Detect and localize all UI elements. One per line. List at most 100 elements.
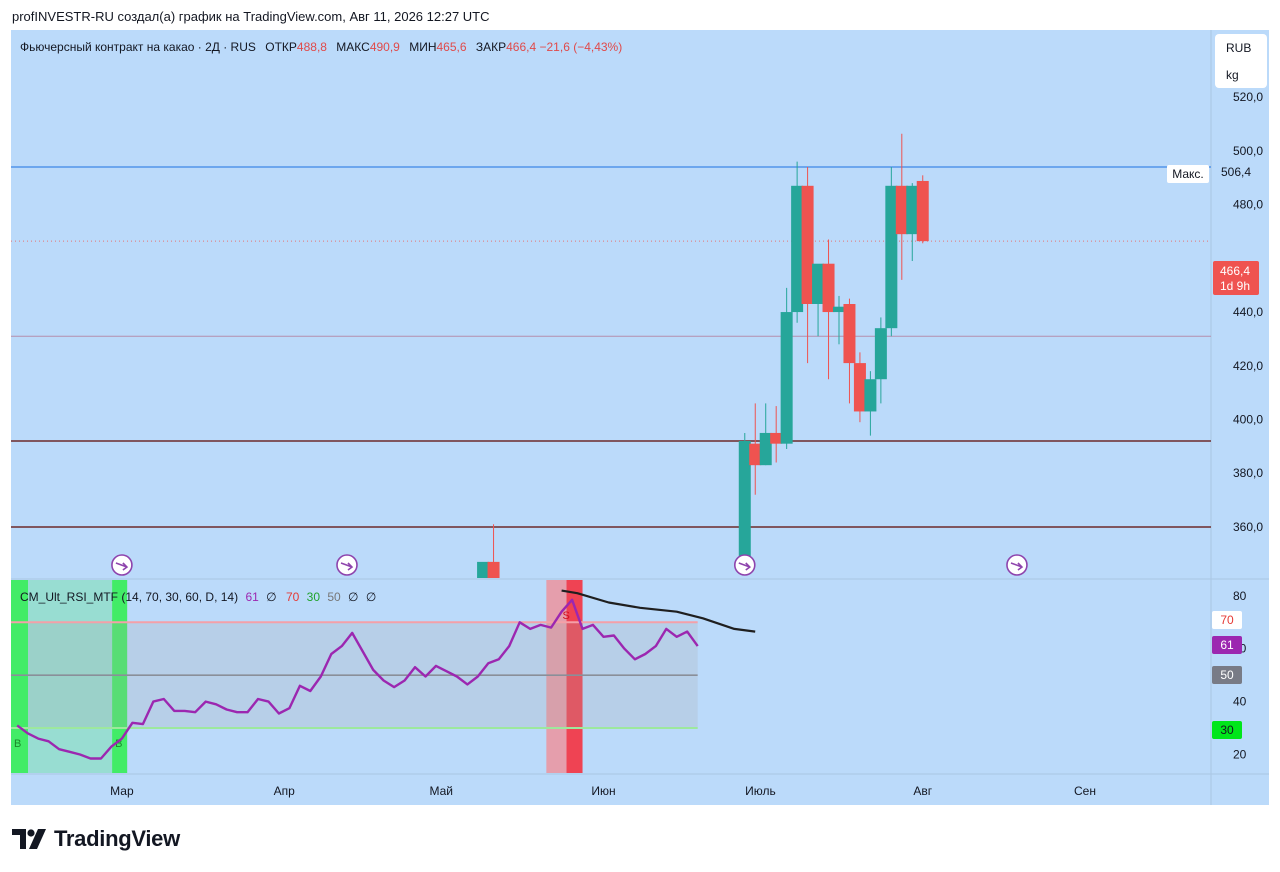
tradingview-logo-text: TradingView [54, 826, 180, 851]
candle [832, 295, 845, 345]
candle [885, 167, 898, 337]
high-label: МАКС [336, 40, 370, 54]
buy-bar [112, 580, 128, 773]
rsi-value-2: 70 [285, 590, 300, 604]
symbol-title[interactable]: Фьючерсный контракт на какао · 2Д · RUS [20, 40, 256, 54]
rsi-line [16, 598, 699, 760]
candle-body [770, 432, 783, 444]
candle-body [822, 263, 835, 313]
buy-signal-label: B [115, 738, 122, 750]
candle-body [832, 306, 845, 313]
rsi-tick-label: 80 [1233, 589, 1247, 603]
time-axis-label: Сен [1074, 784, 1096, 798]
bar-countdown: 1d 9h [1220, 279, 1251, 293]
sell-signal-label: S [563, 610, 570, 622]
close-value: 466,4 [506, 40, 537, 54]
rsi-mid-tag: 50 [1212, 666, 1242, 684]
rsi-value-3: 30 [306, 590, 320, 604]
candle-body [487, 561, 500, 578]
candle-body [916, 180, 929, 242]
candle [759, 403, 772, 466]
candle [874, 317, 887, 404]
candle-body [759, 432, 772, 466]
candle [916, 175, 929, 244]
candle [801, 167, 814, 364]
candle-body [843, 304, 856, 364]
last-price-tag: 466,4 1d 9h [1213, 261, 1259, 295]
open-label: ОТКР [265, 40, 297, 54]
candle-body [874, 328, 887, 380]
tradingview-logo-icon [12, 829, 46, 849]
candle-body [812, 263, 825, 304]
event-marker-icon [733, 554, 756, 576]
rsi-value-5: ∅ [348, 590, 359, 604]
chart-canvas[interactable]: 360,0 380,0 400,0 420,0 440,0 480,0 500,0 520,0… [11, 30, 1269, 805]
candle-body [738, 441, 751, 568]
candle [487, 524, 500, 578]
unit-label[interactable]: kg [1226, 68, 1239, 82]
candle-body [791, 185, 804, 313]
candle [780, 287, 793, 450]
price-tick-label: 420,0 [1233, 359, 1263, 373]
time-axis-label: Июн [591, 784, 615, 798]
rsi-current-tag: 61 [1212, 636, 1242, 654]
high-value: 490,9 [369, 40, 400, 54]
sell-bar [566, 580, 583, 773]
rsi-value-1b: ∅ [266, 590, 277, 604]
time-axis-label: Мар [110, 784, 134, 798]
event-marker-icon [336, 554, 358, 576]
buy-zone [11, 580, 128, 773]
price-tick-label: 520,0 [1233, 90, 1263, 104]
price-tick-label: 500,0 [1233, 144, 1263, 158]
rsi-lower-tag: 30 [1212, 721, 1242, 739]
candle-body [780, 312, 793, 444]
rsi-legend: CM_Ult_RSI_MTF (14, 70, 30, 60, D, 14) 6… [20, 590, 376, 604]
candle-body [885, 185, 898, 329]
candle [749, 403, 762, 495]
candle [812, 263, 825, 337]
candle-body [864, 379, 877, 412]
last-price-value: 466,4 [1220, 264, 1251, 278]
candle [477, 561, 490, 578]
price-tick-label: 380,0 [1233, 466, 1263, 480]
rsi-value-6: ∅ [365, 590, 377, 604]
candle-body [853, 363, 866, 412]
candle [770, 406, 783, 463]
candle-body [477, 561, 490, 578]
chart-attribution: profINVESTR-RU создал(а) график на Tradi… [12, 9, 490, 24]
candle [791, 161, 804, 323]
change-value: −21,6 (−4,43%) [539, 40, 623, 54]
currency-unit-box[interactable]: RUB kg [1215, 34, 1267, 88]
rsi-value-1: 61 [245, 590, 259, 604]
candle [843, 298, 856, 404]
candle [906, 183, 919, 262]
candle [738, 432, 751, 573]
price-tick-label: 360,0 [1233, 520, 1263, 534]
event-marker-icon [111, 554, 133, 576]
rsi-tick-label: 40 [1233, 695, 1247, 709]
candle [895, 133, 908, 280]
currency-label[interactable]: RUB [1226, 41, 1252, 55]
candle [822, 239, 835, 380]
candle-body [895, 185, 908, 235]
candle-body [801, 185, 814, 304]
max-marker-value: 506,4 [1221, 165, 1252, 179]
time-axis-label: Апр [274, 784, 296, 798]
rsi-value-4: 50 [327, 590, 341, 604]
rsi-indicator-name[interactable]: CM_Ult_RSI_MTF (14, 70, 30, 60, D, 14) [20, 590, 239, 604]
buy-signal-label: B [14, 738, 21, 750]
open-value: 488,8 [296, 40, 327, 54]
rsi-upper-tag: 70 [1212, 611, 1242, 629]
low-value: 465,6 [436, 40, 467, 54]
chart-frame[interactable]: 360,0 380,0 400,0 420,0 440,0 480,0 500,0 520,0… [11, 30, 1269, 805]
time-axis-label: Июль [745, 784, 776, 798]
low-label: МИН [409, 40, 437, 54]
price-tick-label: 480,0 [1233, 198, 1263, 212]
price-legend: Фьючерсный контракт на какао · 2Д · RUS … [20, 40, 622, 54]
price-tick-label: 400,0 [1233, 413, 1263, 427]
time-axis-label: Авг [913, 784, 932, 798]
rsi-tick-label: 20 [1233, 747, 1247, 761]
rsi-mtf-line [561, 589, 756, 633]
event-marker-icon [1006, 554, 1028, 576]
price-tick-label: 440,0 [1233, 305, 1263, 319]
